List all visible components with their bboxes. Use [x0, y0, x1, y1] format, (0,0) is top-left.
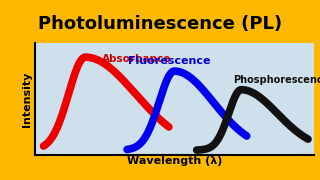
Text: Fluorescence: Fluorescence [128, 57, 210, 66]
X-axis label: Wavelength (λ): Wavelength (λ) [127, 156, 222, 166]
Y-axis label: Intensity: Intensity [22, 71, 32, 127]
Text: Absorbance: Absorbance [102, 54, 172, 64]
Text: Photoluminescence (PL): Photoluminescence (PL) [38, 15, 282, 33]
Text: Phosphorescence: Phosphorescence [233, 75, 320, 85]
